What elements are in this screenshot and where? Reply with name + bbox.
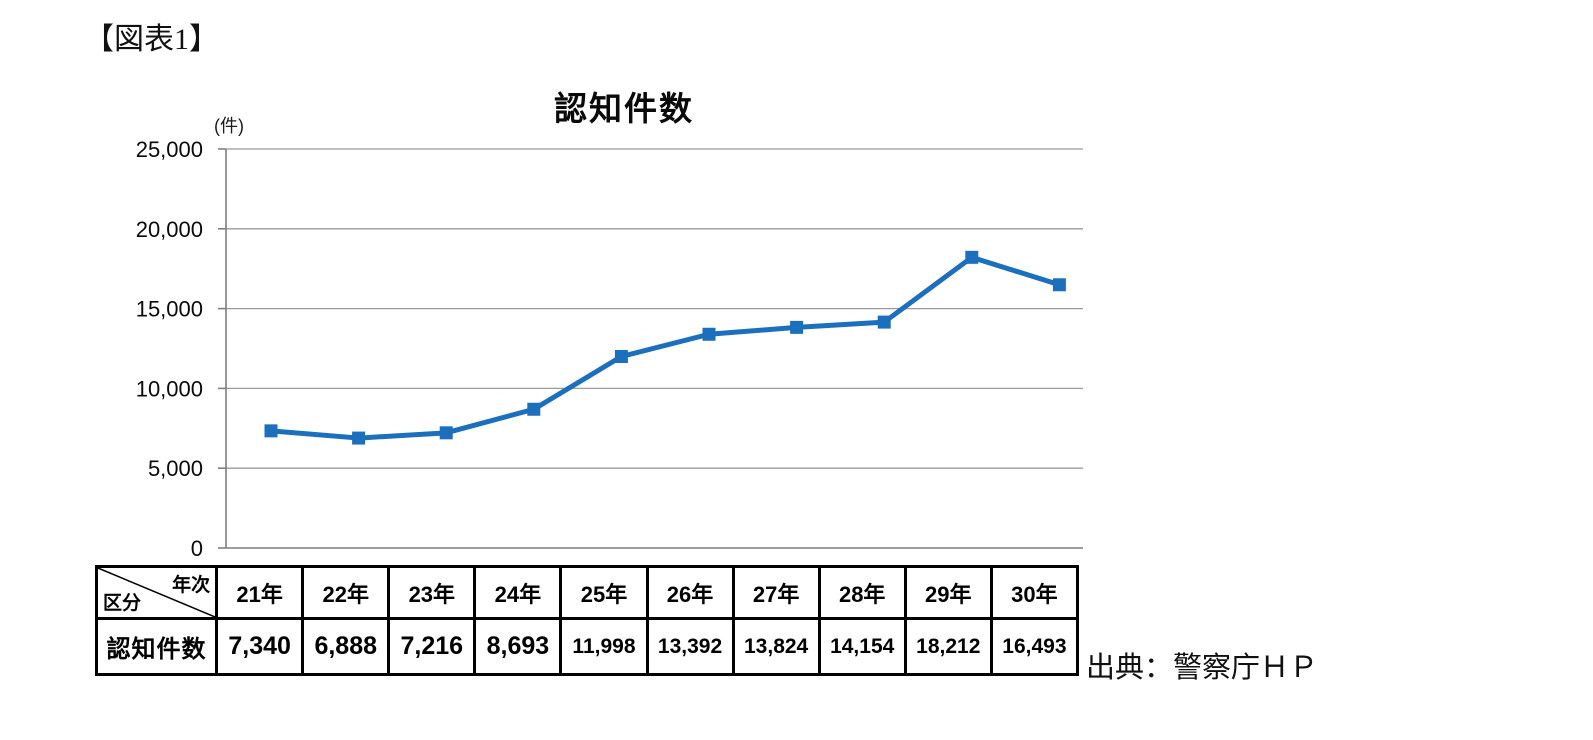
row-label-cell: 認知件数 (94, 617, 219, 676)
y-axis-unit-label: (件) (214, 116, 244, 136)
year-header-cell: 27年 (731, 565, 821, 620)
year-header-cell: 28年 (817, 565, 907, 620)
data-point-marker (702, 327, 716, 341)
year-header-cell: 21年 (215, 565, 305, 620)
year-header-cell: 25年 (559, 565, 649, 620)
value-cell: 8,693 (473, 617, 563, 676)
y-axis-tick-label: 20,000 (136, 217, 203, 242)
value-cell: 7,340 (215, 617, 305, 676)
data-point-marker (527, 402, 541, 416)
corner-label-year: 年次 (172, 575, 211, 596)
value-cell: 16,493 (989, 617, 1080, 676)
year-header-cell: 22年 (301, 565, 391, 620)
data-point-marker (352, 431, 366, 445)
table-data-row: 認知件数 7,340 6,888 7,216 8,693 11,998 13,392 13,… (94, 617, 1080, 676)
year-header-cell: 29年 (903, 565, 993, 620)
data-point-marker (439, 426, 453, 440)
table-corner-cell: 年次 区分 (94, 565, 219, 620)
data-point-marker (1052, 278, 1066, 292)
y-axis-tick-label: 0 (191, 536, 203, 561)
year-header-cell: 24年 (473, 565, 563, 620)
source-attribution: 出典：警察庁ＨＰ (1086, 652, 1319, 684)
year-header-cell: 23年 (387, 565, 477, 620)
y-axis-tick-label: 10,000 (136, 376, 203, 401)
value-cell: 13,392 (645, 617, 735, 676)
value-cell: 13,824 (731, 617, 821, 676)
data-point-marker (965, 250, 979, 264)
table-header-row: 年次 区分 21年 22年 23年 24年 25年 26年 27年 28年 29年 30年 (94, 565, 1080, 620)
chart-title: 認知件数 (554, 90, 694, 127)
data-point-marker (614, 350, 628, 364)
value-cell: 6,888 (301, 617, 391, 676)
data-point-marker (790, 320, 804, 334)
value-cell: 18,212 (903, 617, 993, 676)
year-header-cell: 26年 (645, 565, 735, 620)
corner-label-category: 区分 (103, 593, 142, 614)
figure-label: 【図表1】 (84, 23, 219, 56)
value-cell: 14,154 (817, 617, 907, 676)
value-cell: 11,998 (559, 617, 649, 676)
y-axis-tick-label: 25,000 (136, 137, 203, 162)
y-axis-tick-label: 5,000 (148, 456, 203, 481)
series-line (268, 254, 1062, 441)
year-header-cell: 30年 (989, 565, 1080, 620)
data-table: 年次 区分 21年 22年 23年 24年 25年 26年 27年 28年 29年 30年 認知件… (94, 565, 1080, 676)
data-point-marker (877, 315, 891, 329)
y-axis-tick-label: 15,000 (136, 297, 203, 322)
corner-diagonal-line (99, 569, 214, 616)
value-cell: 7,216 (387, 617, 477, 676)
data-point-marker (264, 424, 278, 438)
